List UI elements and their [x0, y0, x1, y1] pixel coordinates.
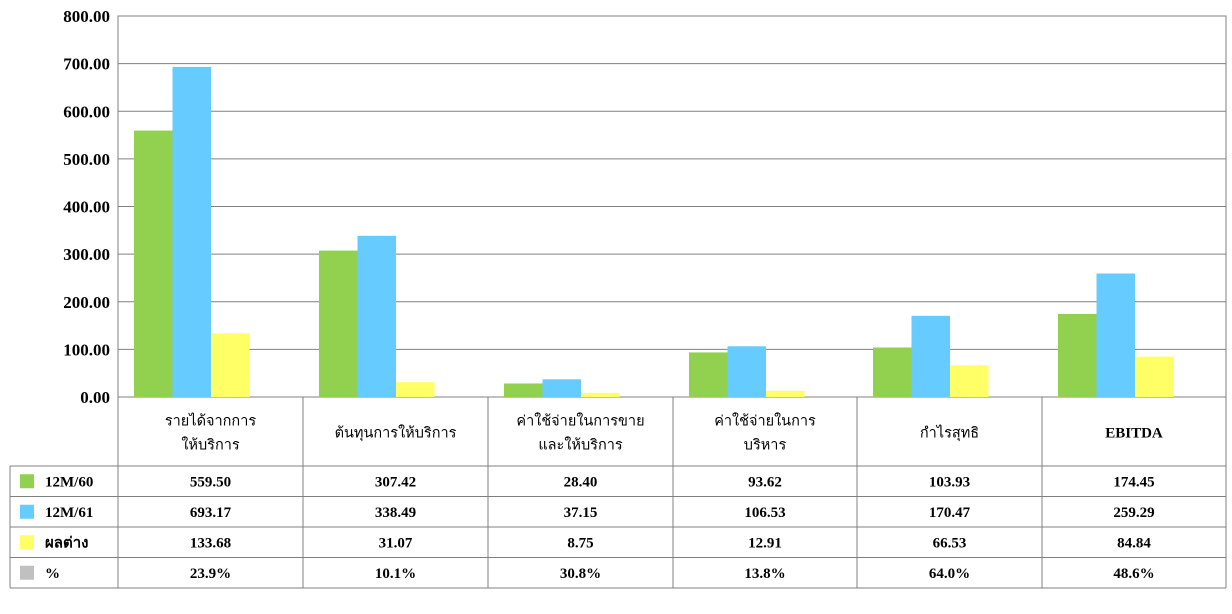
data-label: 8.75 [567, 535, 593, 551]
legend-label: % [45, 566, 60, 582]
data-label: 307.42 [375, 474, 416, 490]
data-label: 133.68 [190, 535, 231, 551]
bar [1135, 356, 1174, 397]
y-tick-label: 100.00 [63, 340, 110, 359]
data-label: 170.47 [929, 505, 971, 521]
bar [689, 352, 728, 397]
data-label: 93.62 [748, 474, 782, 490]
legend-label: 12M/61 [45, 505, 93, 521]
data-label: 48.6% [1113, 566, 1154, 582]
bar [1096, 273, 1135, 397]
data-label: 28.40 [564, 474, 598, 490]
data-label: 10.1% [375, 566, 416, 582]
bar [542, 379, 581, 397]
legend-key [20, 535, 34, 550]
category-label: ค่าใช้จ่ายในการ [714, 412, 816, 430]
legend-key [20, 504, 34, 519]
category-label: รายได้จากการ [165, 412, 256, 430]
data-label: 559.50 [190, 474, 231, 490]
bar [134, 130, 173, 397]
y-tick-label: 200.00 [63, 293, 110, 312]
bar [581, 392, 620, 397]
category-label: ต้นทุนการให้บริการ [335, 424, 457, 442]
bar [172, 66, 211, 398]
data-label: 259.29 [1113, 505, 1154, 521]
category-label: ให้บริการ [181, 436, 240, 454]
data-label: 66.53 [933, 535, 967, 551]
bar [357, 235, 396, 397]
legend-key [20, 565, 34, 580]
bar [319, 250, 358, 397]
data-label: 64.0% [929, 566, 970, 582]
y-tick-label: 600.00 [63, 102, 110, 121]
y-tick-label: 700.00 [63, 55, 110, 74]
bar [1058, 313, 1097, 397]
bar [211, 333, 250, 397]
bar [911, 315, 950, 397]
data-label: 103.93 [929, 474, 970, 490]
y-tick-label: 400.00 [63, 198, 110, 217]
category-label: และให้บริการ [538, 436, 623, 454]
bar [727, 346, 766, 397]
data-label: 693.17 [190, 505, 232, 521]
legend-key [20, 474, 34, 489]
category-label: บริหาร [744, 438, 787, 454]
data-label: 23.9% [190, 566, 231, 582]
legend-label: ผลต่าง [45, 534, 88, 551]
legend-label: 12M/60 [45, 474, 93, 490]
y-tick-label: 0.00 [80, 388, 110, 407]
data-label: 12.91 [748, 535, 782, 551]
bar [873, 347, 912, 397]
bar [950, 365, 989, 397]
data-label: 13.8% [744, 566, 785, 582]
data-label: 31.07 [379, 535, 413, 551]
bar [396, 382, 435, 397]
bar [766, 390, 805, 397]
data-label: 338.49 [375, 505, 416, 521]
y-axis-tick-labels: 0.00 100.00 200.00 300.00 400.00 500.00 600.00… [63, 7, 110, 407]
y-tick-label: 500.00 [63, 150, 110, 169]
category-label: ค่าใช้จ่ายในการขาย [516, 412, 644, 430]
category-label: EBITDA [1105, 426, 1163, 442]
data-label: 84.84 [1117, 535, 1151, 551]
data-label: 37.15 [564, 505, 598, 521]
bars [134, 66, 1174, 398]
category-label: กำไรสุทธิ [920, 424, 979, 442]
data-label: 174.45 [1113, 474, 1154, 490]
bar [504, 383, 543, 397]
data-label: 30.8% [560, 566, 601, 582]
y-tick-label: 800.00 [63, 7, 110, 26]
y-tick-label: 300.00 [63, 245, 110, 264]
data-label: 106.53 [744, 505, 785, 521]
gridlines [118, 15, 1226, 350]
